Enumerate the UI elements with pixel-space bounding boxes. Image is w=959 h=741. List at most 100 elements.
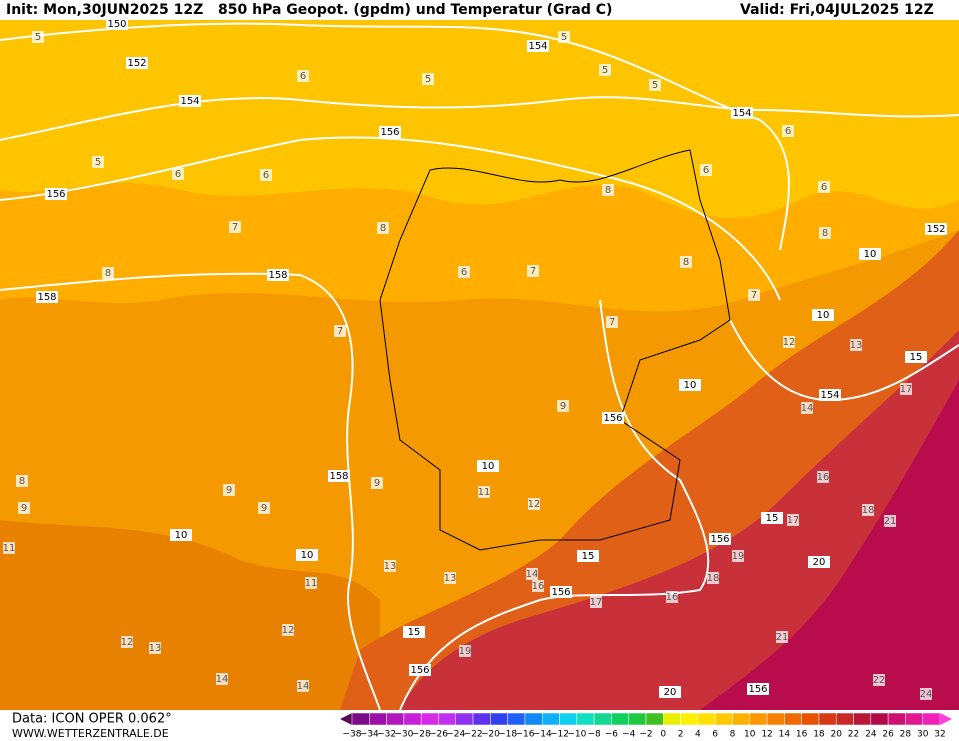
- label-box: [550, 586, 572, 598]
- label-box: [267, 269, 289, 281]
- label-box: [782, 125, 794, 137]
- legend-swatch: [472, 712, 491, 726]
- legend-label: −30: [394, 730, 413, 740]
- geopotential-label: 10: [175, 530, 188, 541]
- label-box: [305, 577, 317, 589]
- temperature-label: 16: [532, 581, 545, 592]
- geopotential-label: 154: [528, 41, 547, 52]
- legend-swatch: [784, 712, 802, 726]
- legend-label: −32: [377, 730, 396, 740]
- legend-label: 6: [712, 730, 718, 740]
- label-box: [680, 256, 692, 268]
- temperature-label: 11: [3, 543, 16, 554]
- geopotential-label: 156: [603, 413, 622, 424]
- geopotential-label: 15: [582, 551, 595, 562]
- geopotential-label: 156: [410, 665, 429, 676]
- legend-label: −8: [587, 730, 601, 740]
- temperature-label: 5: [561, 32, 567, 43]
- temperature-label: 14: [297, 681, 310, 692]
- legend-label: 18: [813, 730, 825, 740]
- legend-swatch: [507, 712, 526, 726]
- geopotential-label: 154: [180, 96, 199, 107]
- header-band: [0, 0, 959, 20]
- temperature-label: 9: [226, 485, 232, 496]
- legend-swatch: [870, 712, 889, 726]
- label-box: [819, 227, 831, 239]
- temperature-label: 11: [478, 487, 491, 498]
- legend-label: −18: [498, 730, 517, 740]
- label-box: [527, 40, 549, 52]
- temperature-label: 12: [121, 637, 134, 648]
- label-box: [477, 460, 499, 472]
- contour: [0, 136, 781, 301]
- geopotential-label: 20: [813, 557, 826, 568]
- legend-swatch: [853, 712, 872, 726]
- temperature-label: 19: [732, 551, 745, 562]
- label-box: [599, 64, 611, 76]
- legend-label: 26: [882, 730, 894, 740]
- label-box: [444, 572, 456, 584]
- geopotential-label: 156: [551, 587, 570, 598]
- label-box: [172, 168, 184, 180]
- legend-arrow: [340, 713, 352, 725]
- legend-label: 30: [917, 730, 929, 740]
- legend-swatch: [611, 712, 629, 726]
- label-box: [121, 636, 133, 648]
- temperature-label: 6: [300, 71, 306, 82]
- label-box: [32, 31, 44, 43]
- legend-label: −28: [412, 730, 431, 740]
- label-box: [3, 542, 15, 554]
- legend-swatch: [438, 712, 457, 726]
- label-box: [216, 673, 228, 685]
- label-box: [808, 556, 830, 568]
- legend-swatch: [663, 712, 681, 726]
- temperature-label: 22: [873, 675, 886, 686]
- temperature-label: 7: [751, 290, 757, 301]
- legend-arrow: [940, 713, 952, 725]
- label-box: [18, 502, 30, 514]
- label-box: [577, 550, 599, 562]
- legend-swatch: [766, 712, 785, 726]
- legend-label: −22: [464, 730, 483, 740]
- temperature-label: 14: [216, 674, 229, 685]
- geopotential-label: 10: [301, 550, 314, 561]
- label-box: [787, 514, 799, 526]
- geopotential-label: 150: [107, 19, 126, 30]
- label-box: [602, 184, 614, 196]
- label-box: [282, 624, 294, 636]
- temperature-label: 9: [374, 478, 380, 489]
- legend-label: −26: [429, 730, 448, 740]
- temperature-label: 9: [560, 401, 566, 412]
- field-dark-orange: [0, 520, 380, 710]
- legend-label: 10: [744, 730, 756, 740]
- legend-swatch: [386, 712, 405, 726]
- geopotential-label: 20: [664, 687, 677, 698]
- label-box: [850, 339, 862, 351]
- legend-swatch: [490, 712, 508, 726]
- label-box: [379, 126, 401, 138]
- label-box: [812, 309, 834, 321]
- label-box: [297, 70, 309, 82]
- temperature-label: 13: [444, 573, 457, 584]
- temperature-label: 6: [821, 182, 827, 193]
- temperature-label: 6: [263, 170, 269, 181]
- geopotential-label: 156: [748, 684, 767, 695]
- legend-swatch: [541, 712, 560, 726]
- legend-swatch: [576, 712, 595, 726]
- temperature-label: 7: [609, 317, 615, 328]
- label-box: [149, 642, 161, 654]
- temperature-label: 11: [305, 578, 318, 589]
- label-box: [126, 57, 148, 69]
- label-box: [459, 645, 471, 657]
- label-box: [819, 389, 841, 401]
- temperature-label: 12: [528, 499, 541, 510]
- legend-swatch: [593, 712, 612, 726]
- label-box: [45, 188, 67, 200]
- temperature-label: 16: [817, 472, 830, 483]
- temperature-label: 5: [602, 65, 608, 76]
- label-box: [900, 383, 912, 395]
- legend-swatch: [351, 712, 370, 726]
- label-box: [590, 596, 602, 608]
